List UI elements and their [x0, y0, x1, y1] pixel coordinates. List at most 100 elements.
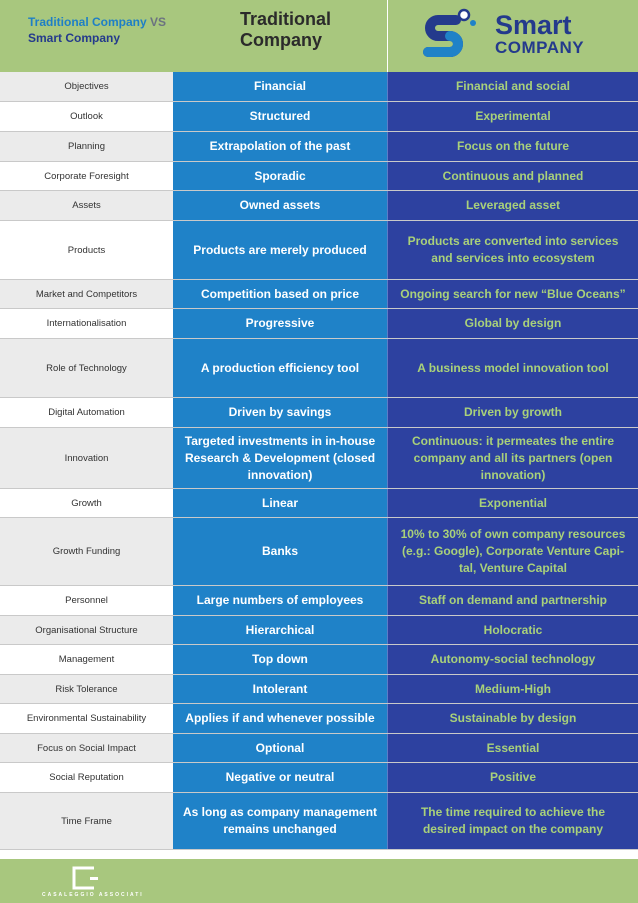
traditional-cell: Progressive — [173, 309, 387, 338]
smart-cell: Positive — [387, 763, 638, 792]
traditional-cell: Linear — [173, 489, 387, 517]
row-label: Management — [0, 645, 173, 674]
smart-cell: 10% to 30% of own company resources (e.g… — [387, 518, 638, 585]
row-label: Assets — [0, 191, 173, 220]
smart-cell: Leveraged asset — [387, 191, 638, 220]
table-row: Innovation Targeted investments in in-hou… — [0, 428, 638, 489]
traditional-cell: Top down — [173, 645, 387, 674]
row-label: Digital Automation — [0, 398, 173, 427]
traditional-cell: Extrapolation of the past — [173, 132, 387, 161]
row-label: Growth — [0, 489, 173, 517]
table-row: Growth Funding Banks 10% to 30% of own com… — [0, 518, 638, 586]
smart-cell: Continuous and planned — [387, 162, 638, 190]
smart-cell: Ongoing search for new “Blue Oceans” — [387, 280, 638, 308]
header-bar: Traditional Company VS Smart Company Tra… — [0, 0, 638, 72]
table-row: Assets Owned assets Leveraged asset — [0, 191, 638, 221]
traditional-cell: Owned assets — [173, 191, 387, 220]
row-label: Organisational Structure — [0, 616, 173, 644]
table-row: Personnel Large numbers of employees Staff… — [0, 586, 638, 616]
table-row: Role of Technology A production efficienc… — [0, 339, 638, 398]
casaleggio-logo-icon — [72, 866, 98, 890]
row-label: Innovation — [0, 428, 173, 488]
table-row: Planning Extrapolation of the past Focus o… — [0, 132, 638, 162]
table-row: Digital Automation Driven by savings Drive… — [0, 398, 638, 428]
traditional-cell: Intolerant — [173, 675, 387, 703]
logo-word-company: COMPANY — [495, 38, 585, 57]
smart-cell: Focus on the future — [387, 132, 638, 161]
table-row: Corporate Foresight Sporadic Continuous an… — [0, 162, 638, 191]
title-traditional-company: Traditional Company — [28, 15, 147, 29]
smart-cell: Continuous: it permeates the entire comp… — [387, 428, 638, 488]
row-label: Risk Tolerance — [0, 675, 173, 703]
smart-cell: Driven by growth — [387, 398, 638, 427]
traditional-cell: Hierarchical — [173, 616, 387, 644]
traditional-cell: Targeted investments in in-house Researc… — [173, 428, 387, 488]
logo-word-smart: Smart — [495, 10, 572, 40]
table-row: Outlook Structured Experimental — [0, 102, 638, 132]
row-label: Products — [0, 221, 173, 279]
footer-brand-text: CASALEGGIO ASSOCIATI — [42, 892, 144, 898]
traditional-column-header: Traditional Company — [173, 0, 387, 72]
traditional-cell: A production efficiency tool — [173, 339, 387, 397]
traditional-cell: Large numbers of employees — [173, 586, 387, 615]
smart-cell: Medium-High — [387, 675, 638, 703]
table-row: Risk Tolerance Intolerant Medium-High — [0, 675, 638, 704]
table-row: Growth Linear Exponential — [0, 489, 638, 518]
smart-cell: Holocratic — [387, 616, 638, 644]
smart-cell: A business model innovation tool — [387, 339, 638, 397]
traditional-cell: Structured — [173, 102, 387, 131]
smart-company-logo-icon — [423, 8, 476, 57]
row-label: Objectives — [0, 72, 173, 101]
smart-column-header: Smart COMPANY — [387, 0, 638, 72]
traditional-header-line1: Traditional — [240, 9, 332, 29]
traditional-cell: Financial — [173, 72, 387, 101]
table-row: Time Frame As long as company management … — [0, 793, 638, 850]
title-vs: VS — [146, 15, 167, 29]
smart-cell: Exponential — [387, 489, 638, 517]
traditional-cell: Products are merely produced — [173, 221, 387, 279]
row-label: Time Frame — [0, 793, 173, 849]
table-row: Objectives Financial Financial and social — [0, 72, 638, 102]
row-label: Role of Technology — [0, 339, 173, 397]
row-label: Outlook — [0, 102, 173, 131]
table-row: Management Top down Autonomy-social techno… — [0, 645, 638, 675]
traditional-cell: Banks — [173, 518, 387, 585]
smart-cell: Experimental — [387, 102, 638, 131]
traditional-cell: Driven by savings — [173, 398, 387, 427]
row-label: Focus on Social Impact — [0, 734, 173, 762]
row-label: Personnel — [0, 586, 173, 615]
table-row: Social Reputation Negative or neutral Posi… — [0, 763, 638, 793]
row-label: Planning — [0, 132, 173, 161]
traditional-cell: Sporadic — [173, 162, 387, 190]
row-label: Internationalisation — [0, 309, 173, 338]
traditional-cell: As long as company management remains un… — [173, 793, 387, 849]
title-smart-company: Smart Company — [28, 31, 121, 45]
table-row: Products Products are merely produced Prod… — [0, 221, 638, 280]
table-row: Internationalisation Progressive Global by… — [0, 309, 638, 339]
smart-cell: Financial and social — [387, 72, 638, 101]
traditional-cell: Applies if and whenever possible — [173, 704, 387, 733]
footer-bar: CASALEGGIO ASSOCIATI — [0, 859, 638, 903]
traditional-header-line2: Company — [240, 30, 323, 50]
comparison-title: Traditional Company VS Smart Company — [0, 0, 173, 72]
smart-cell: Essential — [387, 734, 638, 762]
row-label: Environmental Sustainability — [0, 704, 173, 733]
table-row: Organisational Structure Hierarchical Holo… — [0, 616, 638, 645]
table-row: Environmental Sustainability Applies if a… — [0, 704, 638, 734]
row-label: Market and Competitors — [0, 280, 173, 308]
table-row: Market and Competitors Competition based … — [0, 280, 638, 309]
traditional-cell: Competition based on price — [173, 280, 387, 308]
smart-cell: The time required to achieve the desired… — [387, 793, 638, 849]
smart-cell: Staff on demand and partnership — [387, 586, 638, 615]
row-label: Social Reputation — [0, 763, 173, 792]
table-row: Focus on Social Impact Optional Essential — [0, 734, 638, 763]
row-label: Corporate Foresight — [0, 162, 173, 190]
smart-cell: Autonomy-social technology — [387, 645, 638, 674]
traditional-cell: Optional — [173, 734, 387, 762]
smart-company-logo-text: Smart COMPANY — [495, 10, 585, 57]
smart-cell: Sustainable by design — [387, 704, 638, 733]
traditional-cell: Negative or neutral — [173, 763, 387, 792]
smart-cell: Global by design — [387, 309, 638, 338]
smart-cell: Products are converted into services and… — [387, 221, 638, 279]
row-label: Growth Funding — [0, 518, 173, 585]
